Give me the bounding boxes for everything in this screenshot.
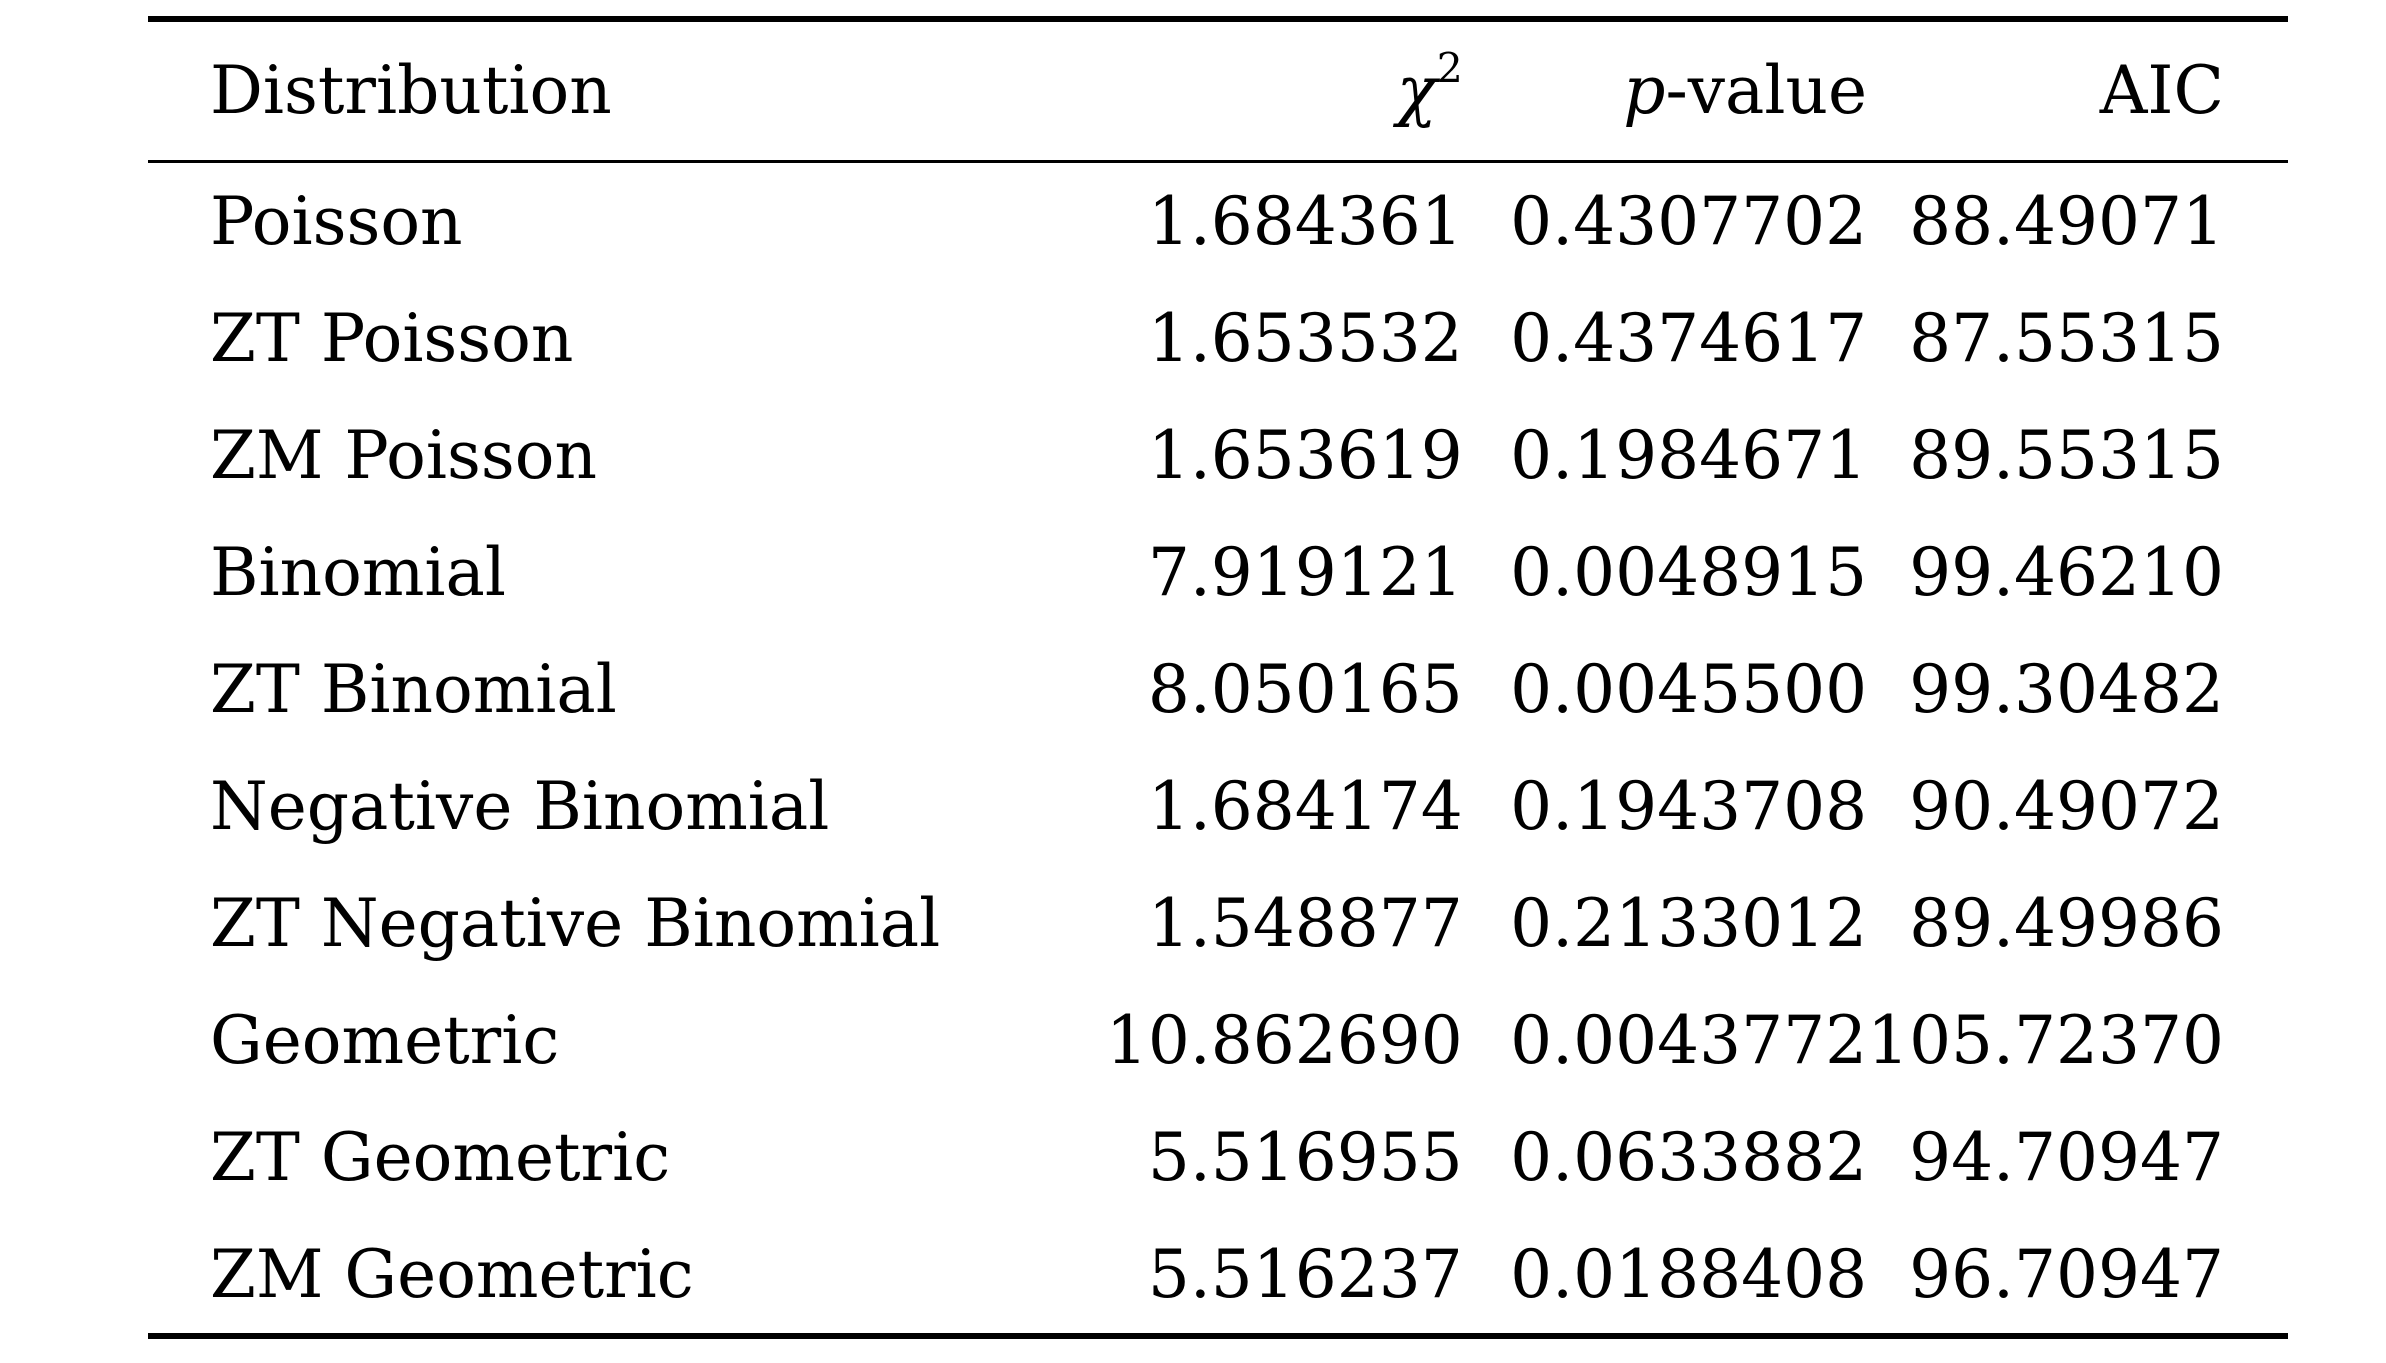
table-row: ZT Poisson 1.653532 0.4374617 87.55315 (148, 280, 2288, 397)
cell-distribution: Negative Binomial (210, 767, 830, 845)
header-chi-squared: χ2 (995, 22, 1463, 160)
cell-p-value: 0.2133012 (1510, 884, 1868, 962)
cell-chi2: 1.653532 (1147, 299, 1463, 377)
cell-p-value: 0.1984671 (1510, 416, 1868, 494)
cell-chi2: 1.684361 (1147, 182, 1463, 260)
bottom-rule (148, 1333, 2288, 1339)
cell-chi2: 1.548877 (1147, 884, 1463, 962)
distribution-fit-table: Distribution χ2 p-value AIC Poisson 1.68… (148, 22, 2288, 1333)
table-row: Binomial 7.919121 0.0048915 99.46210 (148, 514, 2288, 631)
cell-p-value: 0.4374617 (1510, 299, 1868, 377)
cell-distribution: ZT Binomial (210, 650, 617, 728)
cell-aic: 89.49986 (1909, 884, 2224, 962)
table-row: ZT Geometric 5.516955 0.0633882 94.70947 (148, 1099, 2288, 1216)
cell-aic: 105.72370 (1867, 1001, 2224, 1079)
cell-aic: 87.55315 (1909, 299, 2224, 377)
cell-p-value: 0.1943708 (1510, 767, 1868, 845)
cell-p-value: 0.0043772 (1510, 1001, 1868, 1079)
cell-aic: 88.49071 (1909, 182, 2224, 260)
header-row: Distribution χ2 p-value AIC (148, 22, 2288, 160)
table-row: ZT Negative Binomial 1.548877 0.2133012 … (148, 865, 2288, 982)
cell-p-value: 0.0048915 (1510, 533, 1868, 611)
cell-p-value: 0.0045500 (1510, 650, 1868, 728)
cell-p-value: 0.0633882 (1510, 1118, 1868, 1196)
cell-p-value: 0.0188408 (1510, 1235, 1868, 1313)
table-row: ZT Binomial 8.050165 0.0045500 99.30482 (148, 631, 2288, 748)
chi-exponent: 2 (1436, 44, 1463, 93)
cell-distribution: ZT Poisson (210, 299, 574, 377)
top-rule (148, 16, 2288, 22)
mid-rule (148, 160, 2288, 163)
cell-distribution: Poisson (210, 182, 463, 260)
cell-aic: 89.55315 (1909, 416, 2224, 494)
cell-distribution: ZM Geometric (210, 1235, 694, 1313)
chi-symbol: χ (1396, 52, 1437, 129)
table-row: ZM Poisson 1.653619 0.1984671 89.55315 (148, 397, 2288, 514)
cell-chi2: 5.516237 (1147, 1235, 1463, 1313)
table-row: Negative Binomial 1.684174 0.1943708 90.… (148, 748, 2288, 865)
cell-chi2: 8.050165 (1147, 650, 1463, 728)
header-aic: AIC (2099, 52, 2224, 129)
table-body: Poisson 1.684361 0.4307702 88.49071 ZT P… (148, 163, 2288, 1333)
header-p-value: p-value (1463, 22, 1867, 160)
cell-aic: 99.46210 (1909, 533, 2224, 611)
header-distribution: Distribution (210, 52, 612, 129)
cell-chi2: 5.516955 (1147, 1118, 1463, 1196)
cell-distribution: ZT Negative Binomial (210, 884, 941, 962)
table-row: Poisson 1.684361 0.4307702 88.49071 (148, 163, 2288, 280)
results-table: Distribution χ2 p-value AIC Poisson 1.68… (148, 16, 2288, 1339)
p-suffix: -value (1665, 52, 1868, 129)
table-row: Geometric 10.862690 0.0043772 105.72370 (148, 982, 2288, 1099)
cell-distribution: Geometric (210, 1001, 560, 1079)
table-row: ZM Geometric 5.516237 0.0188408 96.70947 (148, 1216, 2288, 1333)
p-prefix: p (1623, 52, 1666, 129)
cell-chi2: 7.919121 (1147, 533, 1463, 611)
cell-chi2: 1.653619 (1147, 416, 1463, 494)
cell-aic: 99.30482 (1909, 650, 2224, 728)
cell-aic: 94.70947 (1909, 1118, 2224, 1196)
cell-p-value: 0.4307702 (1510, 182, 1868, 260)
cell-chi2: 10.862690 (1105, 1001, 1463, 1079)
cell-distribution: Binomial (210, 533, 507, 611)
cell-aic: 96.70947 (1909, 1235, 2224, 1313)
cell-distribution: ZT Geometric (210, 1118, 671, 1196)
cell-chi2: 1.684174 (1147, 767, 1463, 845)
cell-distribution: ZM Poisson (210, 416, 597, 494)
cell-aic: 90.49072 (1909, 767, 2224, 845)
